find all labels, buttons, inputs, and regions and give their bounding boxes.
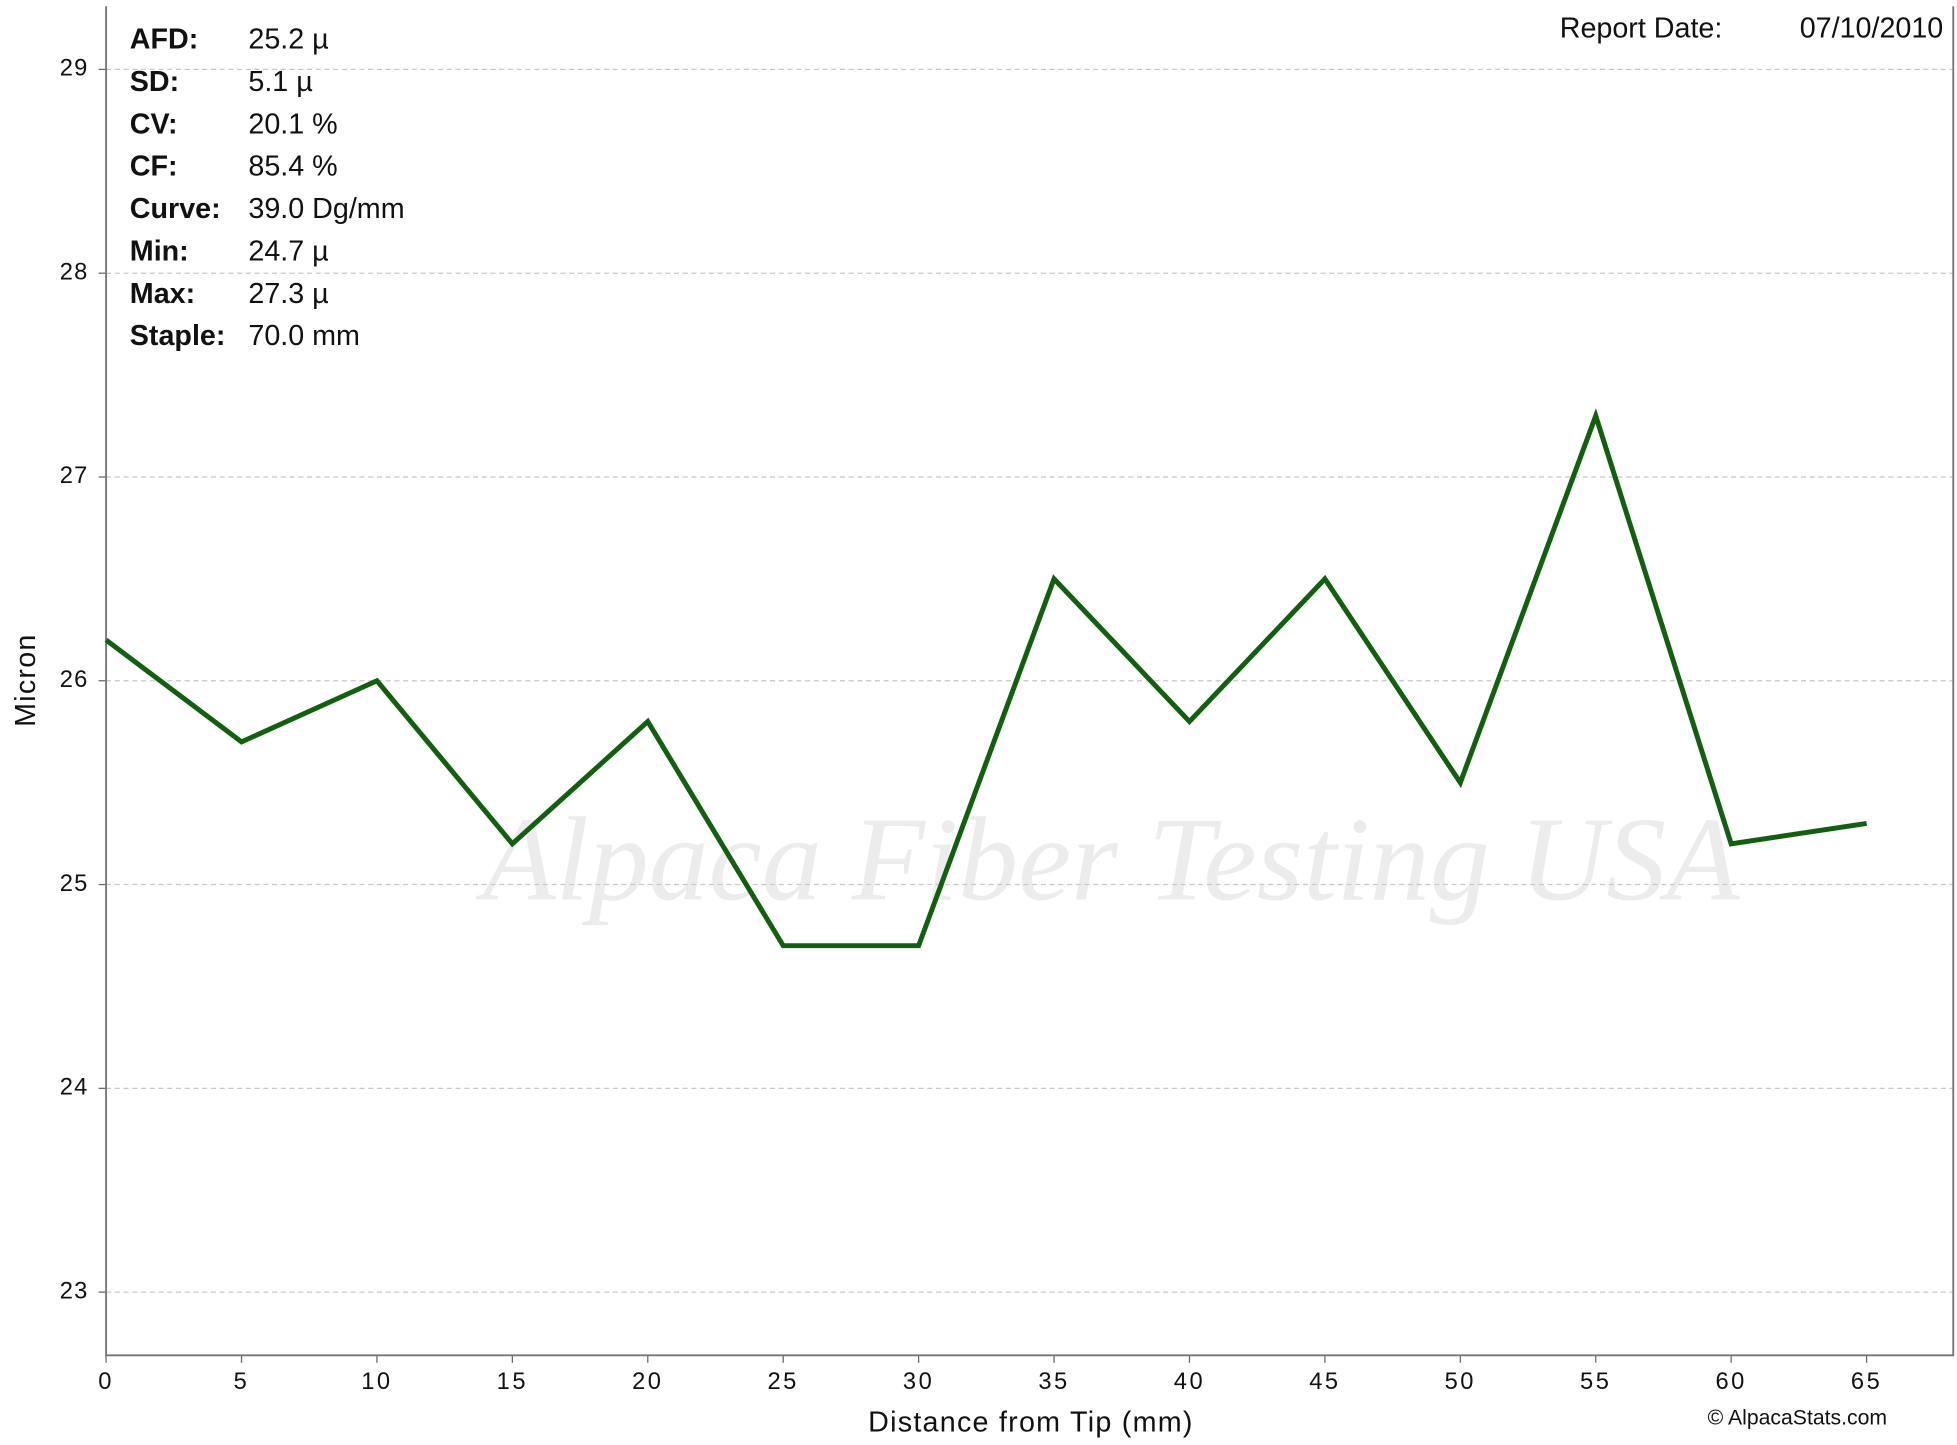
stat-value: 24.7 µ	[248, 235, 328, 267]
x-tick-label: 25	[768, 1369, 799, 1395]
stat-label: SD:	[130, 66, 179, 98]
y-tick-label: 26	[60, 667, 89, 693]
stat-label: Curve:	[130, 193, 221, 225]
stat-value: 5.1 µ	[248, 66, 312, 98]
report-date-label: Report Date:	[1560, 12, 1723, 44]
x-tick-label: 0	[98, 1369, 114, 1395]
plot-frame	[105, 6, 1955, 1357]
x-tick-label: 40	[1174, 1369, 1205, 1395]
stat-value: 20.1 %	[248, 108, 337, 140]
x-tick-label: 65	[1851, 1369, 1882, 1395]
y-axis-label: Micron	[10, 633, 42, 726]
stat-label: Staple:	[130, 320, 226, 352]
stat-value: 39.0 Dg/mm	[248, 193, 404, 225]
stat-label: AFD:	[130, 24, 199, 56]
stat-value: 25.2 µ	[248, 24, 328, 56]
y-tick-label: 23	[60, 1278, 89, 1304]
stat-value: 85.4 %	[248, 151, 337, 183]
data-line	[104, 408, 1867, 949]
stat-label: Min:	[130, 235, 189, 267]
stat-label: CF:	[130, 151, 178, 183]
x-axis-label: Distance from Tip (mm)	[868, 1406, 1193, 1438]
report-date: 07/10/2010	[1800, 12, 1944, 44]
y-tick-label: 24	[60, 1075, 89, 1101]
watermark: Alpaca Fiber Testing USA	[475, 793, 1740, 926]
x-tick-label: 45	[1309, 1369, 1340, 1395]
x-tick-label: 50	[1445, 1369, 1476, 1395]
y-tick-label: 28	[60, 259, 89, 285]
x-tick-label: 30	[903, 1369, 934, 1395]
stat-value: 70.0 mm	[248, 320, 360, 352]
x-tick-label: 55	[1580, 1369, 1611, 1395]
y-tick-label: 25	[60, 871, 89, 897]
x-tick-label: 5	[234, 1369, 250, 1395]
stat-label: CV:	[130, 108, 178, 140]
copyright: © AlpacaStats.com	[1708, 1406, 1887, 1429]
x-tick-label: 15	[497, 1369, 528, 1395]
y-tick-label: 27	[60, 463, 89, 489]
x-tick-label: 35	[1038, 1369, 1069, 1395]
x-tick-label: 10	[361, 1369, 392, 1395]
stat-label: Max:	[130, 278, 195, 310]
x-tick-label: 60	[1715, 1369, 1746, 1395]
stat-value: 27.3 µ	[248, 278, 328, 310]
y-tick-label: 29	[60, 56, 89, 82]
x-tick-label: 20	[632, 1369, 663, 1395]
